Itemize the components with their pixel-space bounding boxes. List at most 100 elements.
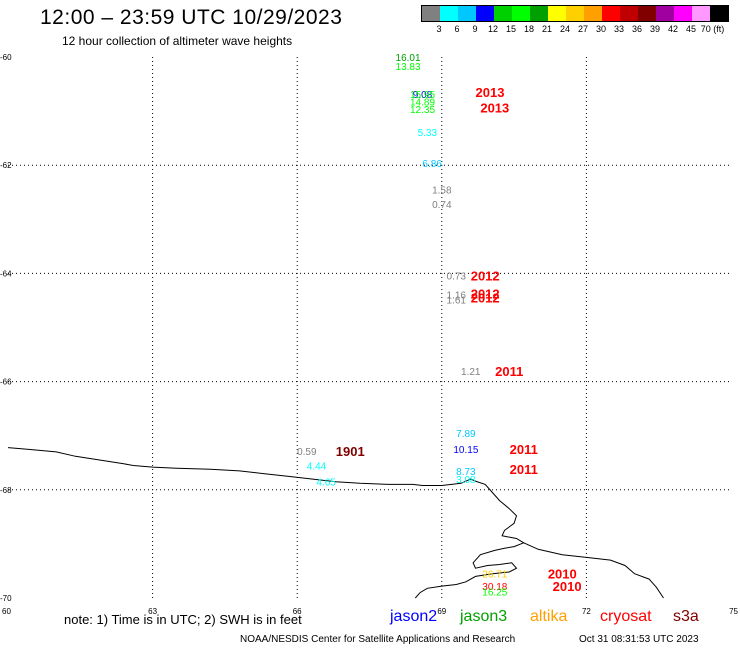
swh-value: 13.83 xyxy=(396,62,421,73)
swh-value: 1.16 xyxy=(447,290,467,301)
satellite-label-jason3: jason3 xyxy=(460,608,508,625)
legend-label: 36 xyxy=(631,24,643,34)
legend-label: 30 xyxy=(595,24,607,34)
coastline xyxy=(7,447,664,599)
legend-label: 3 xyxy=(436,24,442,34)
map-subtitle: 12 hour collection of altimeter wave hei… xyxy=(62,34,293,48)
swh-value: 16.25 xyxy=(482,588,507,599)
swh-value: 16.01 xyxy=(396,53,421,64)
pass-time-label: 2012 xyxy=(471,291,500,306)
swh-value: 1.61 xyxy=(447,295,467,306)
satellite-label-altika: altika xyxy=(530,608,568,625)
legend-label: 15 xyxy=(505,24,517,34)
legend-swatch xyxy=(602,6,620,21)
lat-tick-label: -64 xyxy=(0,269,12,278)
swh-value: 8.73 xyxy=(456,467,476,478)
legend-swatch xyxy=(692,6,710,21)
swh-value: 0.73 xyxy=(447,272,467,283)
footer-timestamp: Oct 31 08:31:53 UTC 2023 xyxy=(579,634,699,645)
legend-swatch xyxy=(566,6,584,21)
pass-time-label: 2010 xyxy=(553,579,582,594)
swh-value: 15.95 xyxy=(410,90,435,101)
pass-time-label: 2011 xyxy=(510,462,538,477)
legend-labels: 3 6 9 12 15 18 21 24 27 30 33 36 39 42 45 70 (ft) xyxy=(421,24,729,36)
wave-height-legend: 3 6 9 12 15 18 21 24 27 30 33 36 39 42 45 70 (ft) xyxy=(421,5,729,36)
swh-value: 1.58 xyxy=(432,186,452,197)
lon-tick-label: 63 xyxy=(148,607,157,616)
swh-value: 4.65 xyxy=(316,478,336,489)
legend-swatch xyxy=(440,6,458,21)
swh-value: 12.35 xyxy=(410,105,435,116)
lon-tick-label: 75 xyxy=(729,607,738,616)
swh-value: 3.08 xyxy=(456,475,476,486)
lat-tick-label: -70 xyxy=(0,594,12,603)
map-title: 12:00 – 23:59 UTC 10/29/2023 xyxy=(40,6,343,29)
axis-ticks: -60 -62 -64 -66 -68 -70 60 63 66 69 72 75 xyxy=(0,53,739,616)
lon-tick-label: 60 xyxy=(2,607,11,616)
swh-value: 9.08 xyxy=(413,90,433,101)
footer-credit: NOAA/NESDIS Center for Satellite Applica… xyxy=(240,634,516,645)
units-note: note: 1) Time is in UTC; 2) SWH is in fe… xyxy=(64,612,302,627)
lon-tick-label: 66 xyxy=(293,607,302,616)
lat-tick-label: -68 xyxy=(0,486,12,495)
legend-label: 18 xyxy=(523,24,535,34)
lon-tick-label: 69 xyxy=(437,607,446,616)
pass-time-label: 2012 xyxy=(471,269,500,284)
pass-time-label: 2013 xyxy=(476,85,505,100)
swh-value: 26.71 xyxy=(482,570,507,581)
pass-time-label: 2011 xyxy=(495,364,523,379)
legend-swatch xyxy=(674,6,692,21)
legend-label: 12 xyxy=(487,24,499,34)
lat-tick-label: -66 xyxy=(0,378,12,387)
swh-value: 7.89 xyxy=(456,429,476,440)
legend-label: 39 xyxy=(649,24,661,34)
legend-label: 24 xyxy=(559,24,571,34)
legend-label: 27 xyxy=(577,24,589,34)
legend-label: 21 xyxy=(541,24,553,34)
legend-swatch xyxy=(530,6,548,21)
swh-value: 30.18 xyxy=(482,582,507,593)
pass-time-label: 2012 xyxy=(471,286,500,301)
pass-time-label: 2010 xyxy=(548,567,577,582)
satellite-label-jason2: jason2 xyxy=(390,608,438,625)
coastline-path xyxy=(7,447,525,599)
legend-label: 33 xyxy=(613,24,625,34)
swh-value: 4.44 xyxy=(307,461,327,472)
legend-label: 70 (ft) xyxy=(700,24,725,34)
swh-value: 14.89 xyxy=(410,97,435,108)
legend-swatch xyxy=(548,6,566,21)
swh-value: 5.33 xyxy=(418,128,438,139)
lat-tick-label: -62 xyxy=(0,161,12,170)
satellite-label-s3a: s3a xyxy=(673,608,699,625)
legend-swatch xyxy=(422,6,440,21)
swh-value: 6.86 xyxy=(422,159,442,170)
pass-time-label: 2013 xyxy=(480,100,509,115)
legend-swatch xyxy=(620,6,638,21)
legend-swatch xyxy=(512,6,530,21)
coastline-path xyxy=(523,542,664,599)
swh-value: 10.15 xyxy=(453,445,478,456)
legend-label: 9 xyxy=(472,24,478,34)
lat-tick-label: -60 xyxy=(0,53,12,62)
swh-value: 0.59 xyxy=(297,447,317,458)
lat-lon-grid xyxy=(8,57,731,598)
legend-swatch xyxy=(656,6,674,21)
legend-swatch xyxy=(638,6,656,21)
lon-tick-label: 72 xyxy=(582,607,591,616)
satellite-label-cryosat: cryosat xyxy=(600,608,652,625)
legend-swatch xyxy=(476,6,494,21)
legend-label: 42 xyxy=(667,24,679,34)
legend-color-bar xyxy=(421,5,729,22)
swh-value: 1.21 xyxy=(461,367,481,378)
legend-label: 45 xyxy=(685,24,697,34)
pass-time-label: 1901 xyxy=(336,444,365,459)
legend-label: 6 xyxy=(454,24,460,34)
legend-swatch xyxy=(458,6,476,21)
legend-swatch xyxy=(584,6,602,21)
swh-value: 0.74 xyxy=(432,200,452,211)
legend-swatch xyxy=(710,6,728,21)
legend-swatch xyxy=(494,6,512,21)
